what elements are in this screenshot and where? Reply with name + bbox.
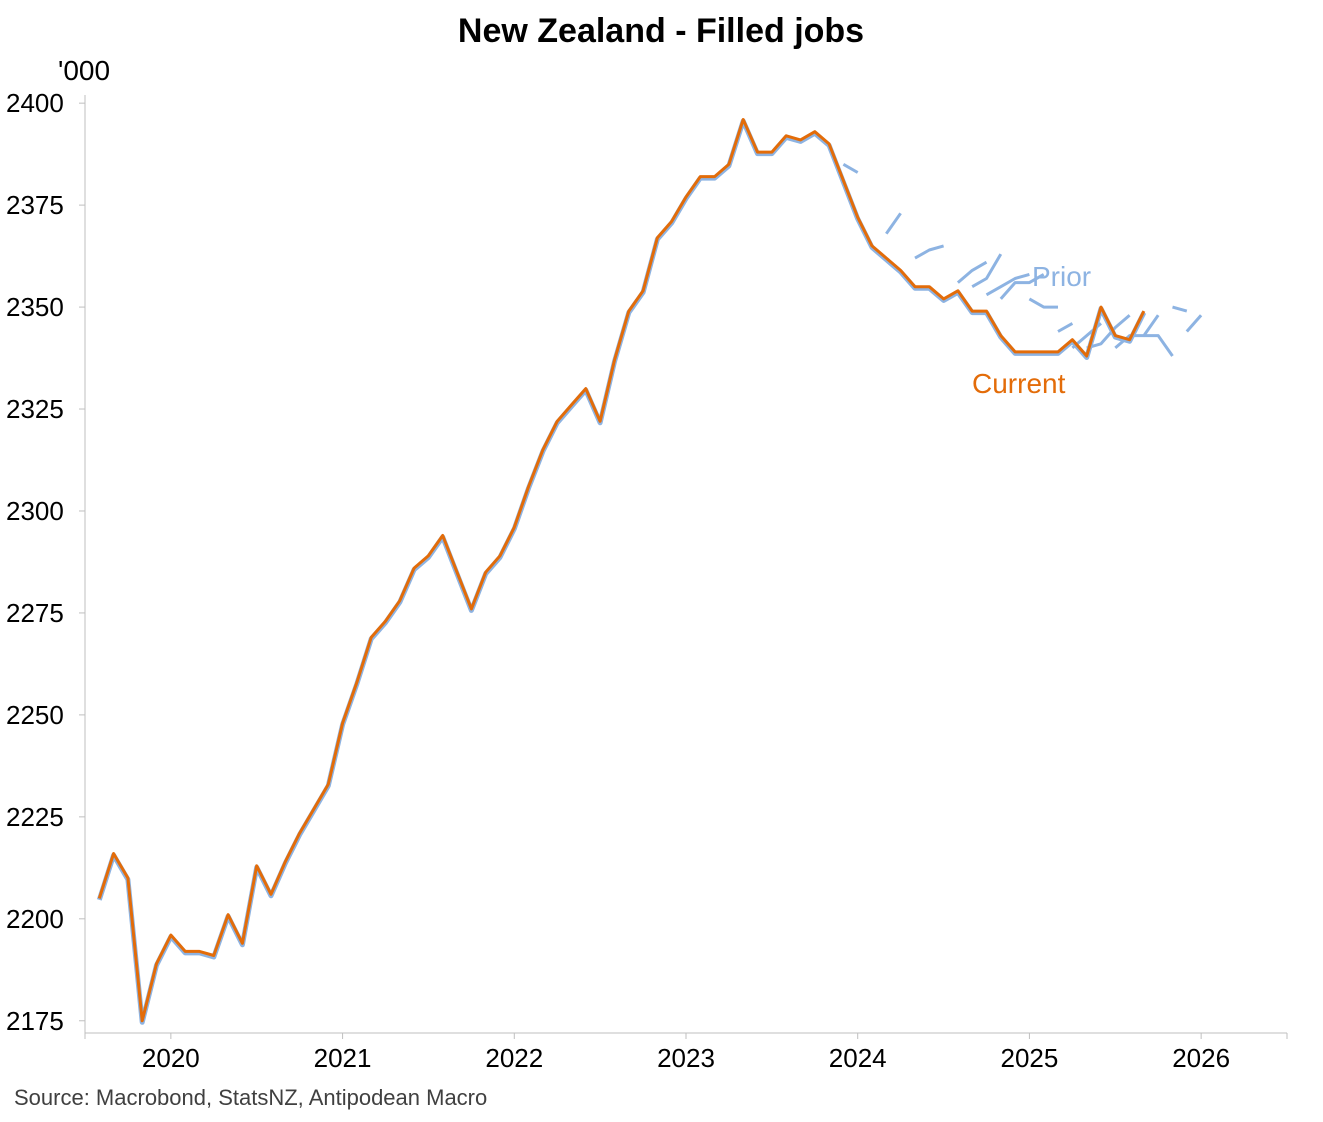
y-tick-label: 2350 [6, 292, 64, 322]
prior-vintage-line [1172, 305, 1188, 313]
prior-vintage-line [1057, 322, 1074, 333]
prior-vintage-line [1028, 297, 1058, 309]
prior-vintage-line [1086, 314, 1131, 350]
prior-history-line [96, 118, 1147, 1025]
y-tick-label: 2175 [6, 1006, 64, 1036]
current-annotation: Current [972, 368, 1066, 399]
y-tick-label: 2250 [6, 700, 64, 730]
source-note: Source: Macrobond, StatsNZ, Antipodean M… [14, 1085, 487, 1110]
x-tick-label: 2024 [829, 1043, 887, 1073]
prior-vintage-line [985, 272, 1030, 297]
prior-vintage-line [956, 260, 988, 284]
prior-vintage-line [1114, 314, 1160, 350]
axes: 2175 2200 2225 2250 2275 2300 2325 2350 2375 2400… [6, 88, 1288, 1073]
prior-vintage-line [914, 244, 945, 260]
prior-vintage-line [1185, 314, 1203, 333]
y-tick-label: 2325 [6, 394, 64, 424]
prior-series [96, 118, 1203, 1025]
x-tick-label: 2021 [314, 1043, 372, 1073]
y-tick-label: 2300 [6, 496, 64, 526]
y-tick-label: 2275 [6, 598, 64, 628]
chart-title: New Zealand - Filled jobs [458, 12, 864, 50]
current-series [97, 118, 1146, 1023]
prior-vintage-line [971, 253, 1003, 289]
y-tick-label: 2400 [6, 88, 64, 118]
y-tick-label: 2200 [6, 904, 64, 934]
x-tick-label: 2026 [1172, 1043, 1230, 1073]
prior-vintage-line [842, 162, 859, 174]
prior-vintage-line [999, 273, 1045, 300]
x-tick-label: 2025 [1001, 1043, 1059, 1073]
y-unit-label: '000 [58, 55, 110, 86]
prior-vintage-line [885, 212, 902, 235]
prior-vintage-line [1143, 334, 1174, 357]
y-tick-label: 2375 [6, 190, 64, 220]
y-tick-label: 2225 [6, 802, 64, 832]
prior-annotation: Prior [1032, 261, 1091, 292]
x-tick-label: 2023 [657, 1043, 715, 1073]
current-series-line [97, 118, 1146, 1023]
x-tick-label: 2020 [142, 1043, 200, 1073]
x-tick-label: 2022 [485, 1043, 543, 1073]
